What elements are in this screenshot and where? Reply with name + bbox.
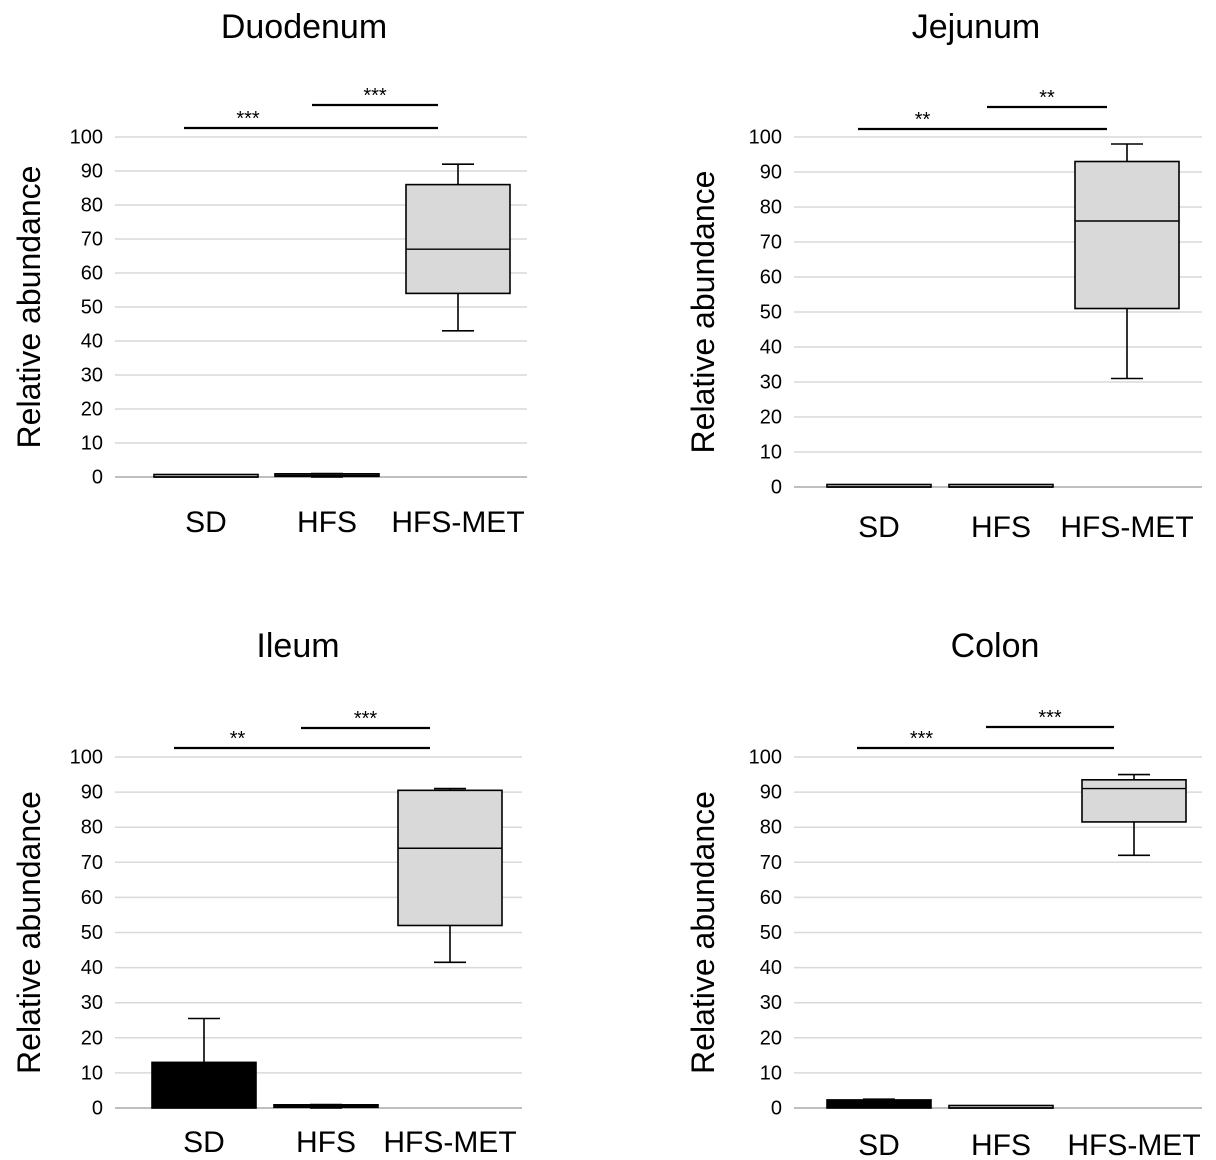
y-tick-label: 0: [771, 477, 782, 499]
y-axis-label: Relative abundance: [11, 166, 47, 449]
x-tick-label: SD: [858, 511, 900, 544]
chart-title: Duodenum: [221, 8, 387, 46]
y-tick-label: 30: [760, 372, 782, 394]
y-tick-label: 40: [81, 957, 103, 979]
significance-label: ***: [236, 108, 260, 130]
box-hfs-met: [1081, 773, 1187, 857]
y-tick-label: 100: [749, 127, 782, 149]
box-hfs-met: [397, 787, 503, 964]
y-tick-label: 50: [81, 922, 103, 944]
y-tick-label: 70: [81, 852, 103, 874]
significance-label: **: [915, 109, 931, 131]
y-tick-label: 10: [760, 1062, 782, 1084]
y-tick-label: 0: [92, 467, 103, 489]
significance-label: ***: [363, 85, 387, 107]
significance-label: ***: [1038, 707, 1062, 729]
y-tick-label: 10: [81, 1062, 103, 1084]
x-tick-label: HFS: [297, 506, 357, 539]
y-tick-label: 30: [81, 992, 103, 1014]
y-axis-label: Relative abundance: [685, 171, 721, 454]
y-tick-label: 60: [760, 267, 782, 289]
y-axis-label: Relative abundance: [11, 791, 47, 1074]
x-tick-label: HFS: [971, 1129, 1031, 1160]
y-tick-label: 90: [760, 782, 782, 804]
y-tick-label: 100: [70, 747, 103, 769]
y-tick-label: 20: [760, 407, 782, 429]
y-tick-label: 40: [760, 957, 782, 979]
y-tick-label: 80: [760, 197, 782, 219]
chart-title: Ileum: [256, 627, 339, 665]
y-tick-label: 60: [81, 887, 103, 909]
x-tick-label: HFS-MET: [1067, 1129, 1200, 1160]
x-tick-label: HFS-MET: [1060, 511, 1193, 544]
x-tick-label: HFS-MET: [391, 506, 524, 539]
y-tick-label: 40: [81, 331, 103, 353]
box-body: [151, 1061, 257, 1109]
y-tick-label: 90: [760, 162, 782, 184]
box-body: [1081, 779, 1187, 823]
y-tick-label: 80: [81, 817, 103, 839]
significance-label: ***: [354, 708, 378, 730]
significance-label: **: [230, 728, 246, 750]
box-sd: [151, 1017, 257, 1109]
y-axis-label: Relative abundance: [685, 791, 721, 1074]
y-tick-label: 0: [771, 1098, 782, 1120]
chart-panel-colon: Colon Relative abundance 0 10 20 30 40 50 60 70 80…: [685, 627, 1202, 1160]
box-hfs-met: [1074, 143, 1180, 380]
y-tick-label: 100: [749, 747, 782, 769]
chart-title: Jejunum: [912, 8, 1041, 46]
x-tick-label: HFS: [296, 1126, 356, 1159]
box-hfs-met: [405, 163, 511, 332]
box-body: [405, 183, 511, 295]
y-tick-label: 70: [760, 232, 782, 254]
box-hfs: [273, 1103, 379, 1109]
y-tick-label: 50: [760, 922, 782, 944]
box-sd: [826, 1098, 932, 1109]
box-hfs: [274, 472, 380, 478]
chart-panel-jejunum: Jejunum Relative abundance 0 10 20 30 40 50 60 70…: [685, 8, 1202, 544]
y-tick-label: 20: [81, 1027, 103, 1049]
y-tick-label: 20: [81, 399, 103, 421]
y-tick-label: 40: [760, 337, 782, 359]
chart-panel-ileum: Ileum Relative abundance 0 10 20 30 40 50 60 70 80…: [11, 627, 522, 1159]
chart-panel-duodenum: Duodenum Relative abundance 0 10 20 30 40 50 60 7…: [11, 8, 527, 539]
y-tick-label: 10: [81, 433, 103, 455]
y-tick-label: 50: [81, 297, 103, 319]
y-tick-label: 90: [81, 782, 103, 804]
chart-title: Colon: [951, 627, 1040, 665]
y-tick-label: 60: [81, 263, 103, 285]
box-body: [1074, 160, 1180, 310]
y-tick-label: 80: [81, 195, 103, 217]
y-tick-label: 60: [760, 887, 782, 909]
box-sd: [153, 473, 259, 478]
x-tick-label: HFS: [971, 511, 1031, 544]
y-tick-label: 80: [760, 817, 782, 839]
box-body: [397, 789, 503, 927]
box-hfs: [948, 1104, 1054, 1109]
box-hfs: [948, 483, 1054, 488]
y-tick-label: 70: [760, 852, 782, 874]
x-tick-label: SD: [185, 506, 227, 539]
y-tick-label: 30: [760, 992, 782, 1014]
y-tick-label: 0: [92, 1098, 103, 1120]
x-tick-label: SD: [858, 1129, 900, 1160]
significance-label: ***: [910, 728, 934, 750]
y-tick-label: 20: [760, 1027, 782, 1049]
y-tick-label: 10: [760, 442, 782, 464]
y-tick-label: 50: [760, 302, 782, 324]
box-sd: [826, 483, 932, 488]
y-tick-label: 30: [81, 365, 103, 387]
x-tick-label: HFS-MET: [383, 1126, 516, 1159]
y-tick-label: 100: [70, 127, 103, 149]
y-tick-label: 70: [81, 229, 103, 251]
x-tick-label: SD: [183, 1126, 225, 1159]
y-tick-label: 90: [81, 161, 103, 183]
significance-label: **: [1039, 87, 1055, 109]
